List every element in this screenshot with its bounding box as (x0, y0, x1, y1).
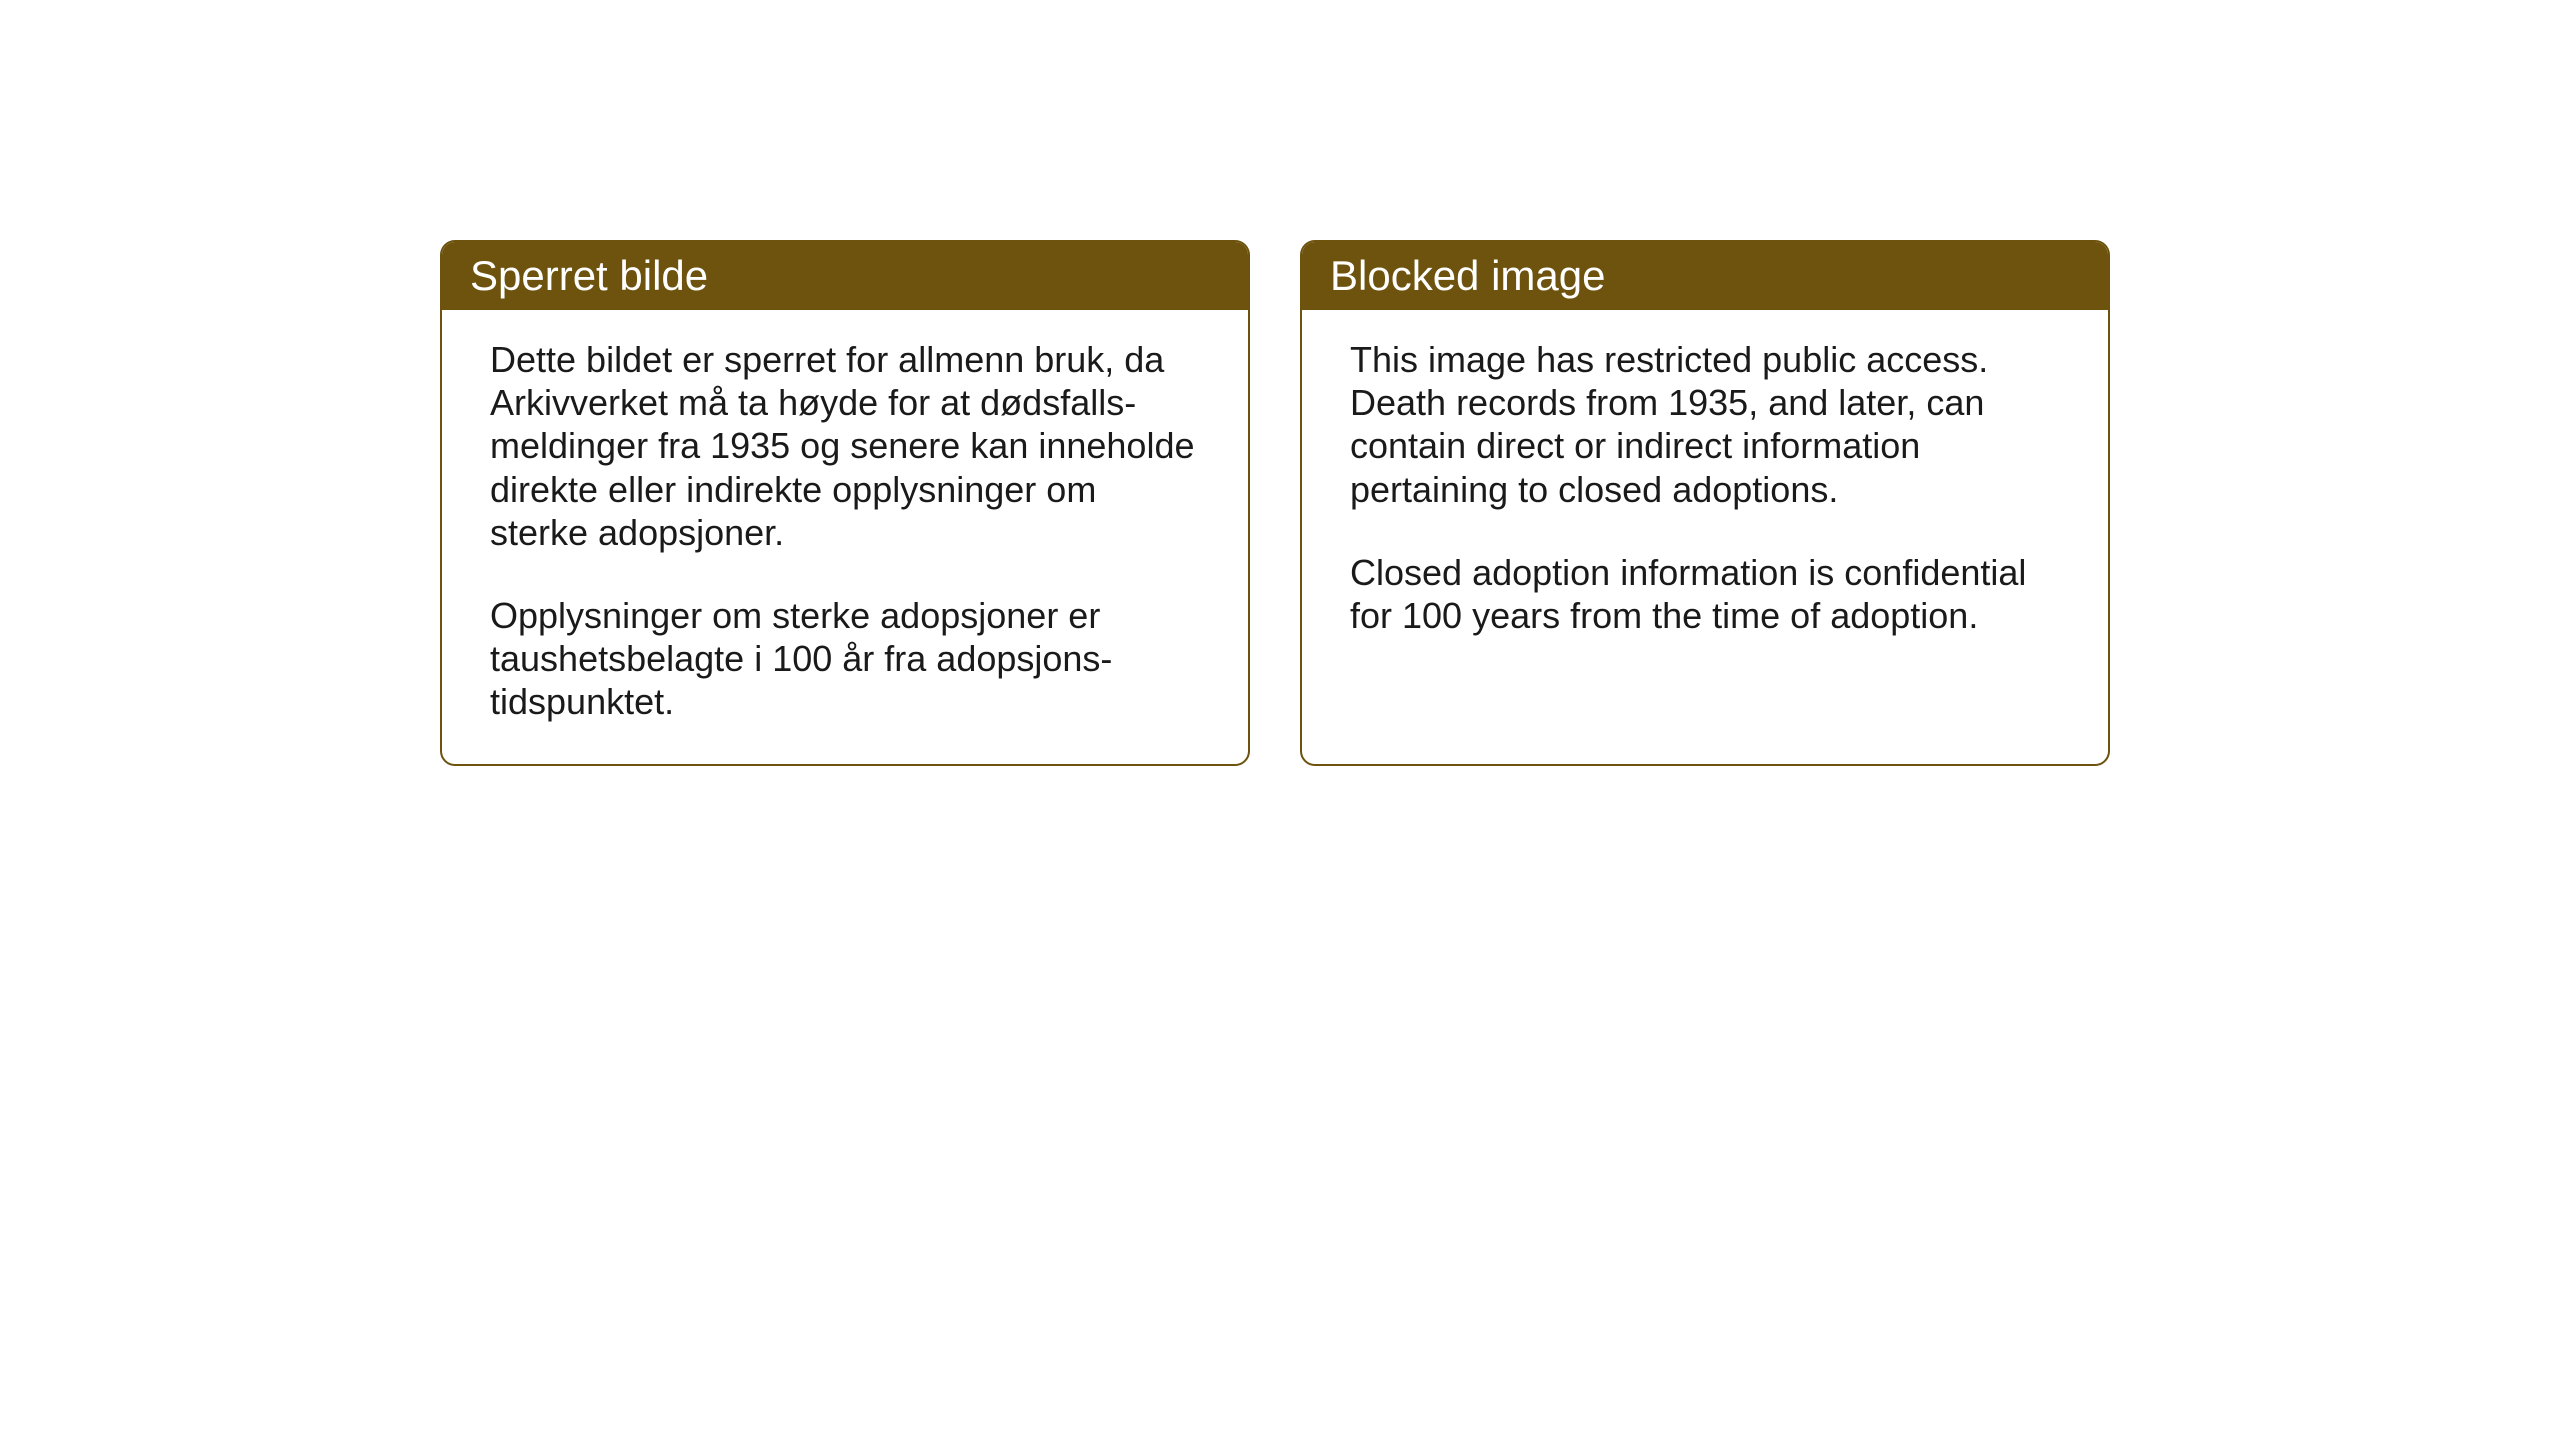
card-title-english: Blocked image (1330, 252, 1605, 299)
card-paragraph-1-norwegian: Dette bildet er sperret for allmenn bruk… (490, 338, 1200, 554)
card-body-english: This image has restricted public access.… (1302, 310, 2108, 677)
card-norwegian: Sperret bilde Dette bildet er sperret fo… (440, 240, 1250, 766)
cards-container: Sperret bilde Dette bildet er sperret fo… (440, 240, 2110, 766)
card-title-norwegian: Sperret bilde (470, 252, 708, 299)
card-paragraph-1-english: This image has restricted public access.… (1350, 338, 2060, 511)
card-body-norwegian: Dette bildet er sperret for allmenn bruk… (442, 310, 1248, 764)
card-header-norwegian: Sperret bilde (442, 242, 1248, 310)
card-paragraph-2-english: Closed adoption information is confident… (1350, 551, 2060, 637)
card-header-english: Blocked image (1302, 242, 2108, 310)
card-english: Blocked image This image has restricted … (1300, 240, 2110, 766)
card-paragraph-2-norwegian: Opplysninger om sterke adopsjoner er tau… (490, 594, 1200, 724)
